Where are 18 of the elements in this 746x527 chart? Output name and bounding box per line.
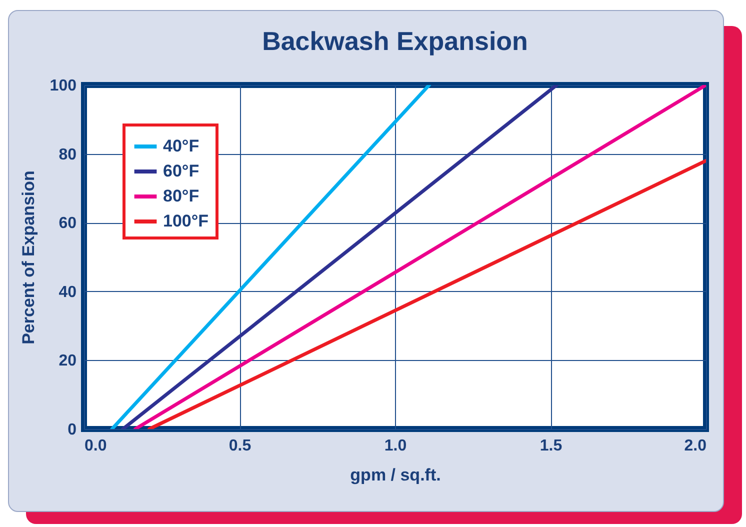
legend-label: 60°F <box>163 162 200 180</box>
legend-label: 40°F <box>163 136 200 156</box>
legend-label: 80°F <box>163 186 200 206</box>
x-tick-label: 1.5 <box>540 438 562 454</box>
y-tick-label: 60 <box>58 215 77 232</box>
y-tick-label: 0 <box>68 422 77 438</box>
y-tick-label: 100 <box>50 78 77 94</box>
x-tick-label: 1.0 <box>384 438 407 454</box>
x-tick-label: 0.0 <box>84 438 107 454</box>
x-tick-label: 2.0 <box>684 438 707 454</box>
y-tick-label: 40 <box>58 284 77 301</box>
y-tick-label: 80 <box>58 146 77 164</box>
legend-label: 100°F <box>163 212 209 230</box>
x-axis-title: gpm / sq.ft. <box>350 466 441 484</box>
chart-title: Backwash Expansion <box>262 26 528 56</box>
y-tick-label: 20 <box>58 352 77 370</box>
x-tick-label: 0.5 <box>228 438 252 454</box>
y-axis-title: Percent of Expansion <box>18 170 38 344</box>
